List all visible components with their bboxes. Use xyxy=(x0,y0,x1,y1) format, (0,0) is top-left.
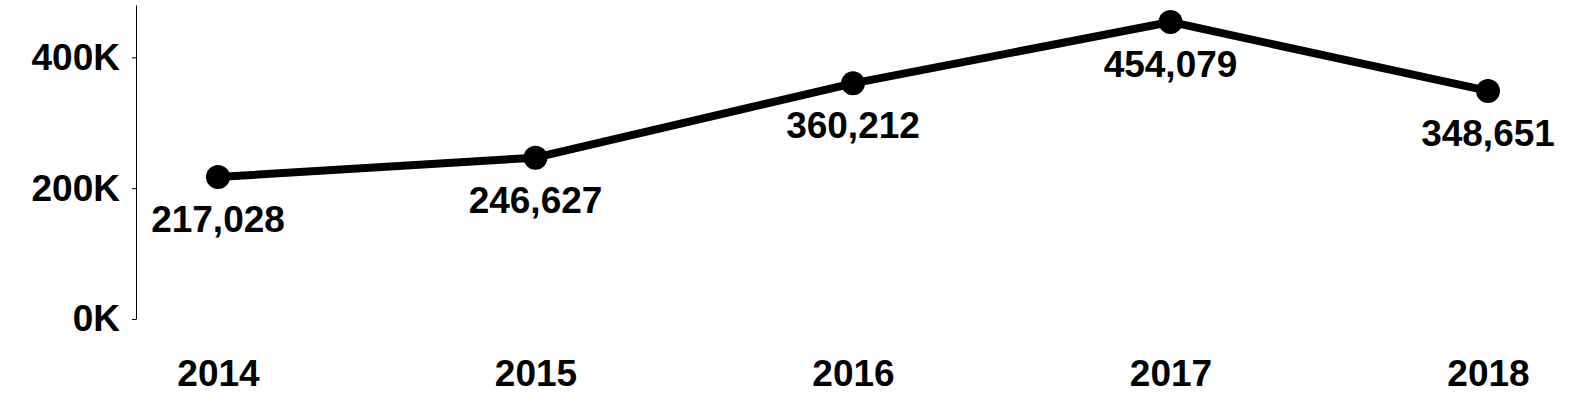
y-tick: 200K xyxy=(32,168,136,209)
chart: 0K 200K 400K 2014 2015 2016 2017 2018 217,028 246… xyxy=(0,0,1588,418)
x-tick: 2018 xyxy=(1447,353,1529,394)
x-tick-label: 2015 xyxy=(495,353,577,394)
y-tick-label: 200K xyxy=(32,168,121,209)
data-labels: 217,028 246,627 360,212 454,079 348,651 xyxy=(151,44,1555,240)
x-tick: 2014 xyxy=(177,353,260,394)
y-tick-mark xyxy=(132,319,136,320)
y-tick-label: 0K xyxy=(73,298,121,339)
plot xyxy=(206,10,1500,189)
data-label: 217,028 xyxy=(151,199,285,240)
data-label: 360,212 xyxy=(786,105,920,146)
marker xyxy=(1159,10,1183,34)
x-tick-label: 2016 xyxy=(812,353,894,394)
x-tick: 2017 xyxy=(1130,353,1212,394)
x-axis: 2014 2015 2016 2017 2018 xyxy=(177,353,1529,394)
marker xyxy=(524,146,548,170)
marker xyxy=(206,165,230,189)
y-axis-line xyxy=(136,6,137,320)
x-tick-label: 2017 xyxy=(1130,353,1212,394)
y-axis: 0K 200K 400K xyxy=(32,6,137,340)
x-tick-label: 2014 xyxy=(177,353,260,394)
marker xyxy=(1476,79,1500,103)
line xyxy=(218,22,1488,177)
data-label: 348,651 xyxy=(1421,113,1555,154)
y-tick: 0K xyxy=(73,298,136,339)
x-tick: 2016 xyxy=(812,353,894,394)
y-tick: 400K xyxy=(32,37,136,78)
marker xyxy=(841,71,865,95)
y-tick-mark xyxy=(132,57,136,58)
data-label: 454,079 xyxy=(1104,44,1238,85)
x-tick-label: 2018 xyxy=(1447,353,1529,394)
y-tick-label: 400K xyxy=(32,37,121,78)
y-tick-mark xyxy=(132,188,136,189)
data-label: 246,627 xyxy=(469,180,603,221)
x-tick: 2015 xyxy=(495,353,577,394)
